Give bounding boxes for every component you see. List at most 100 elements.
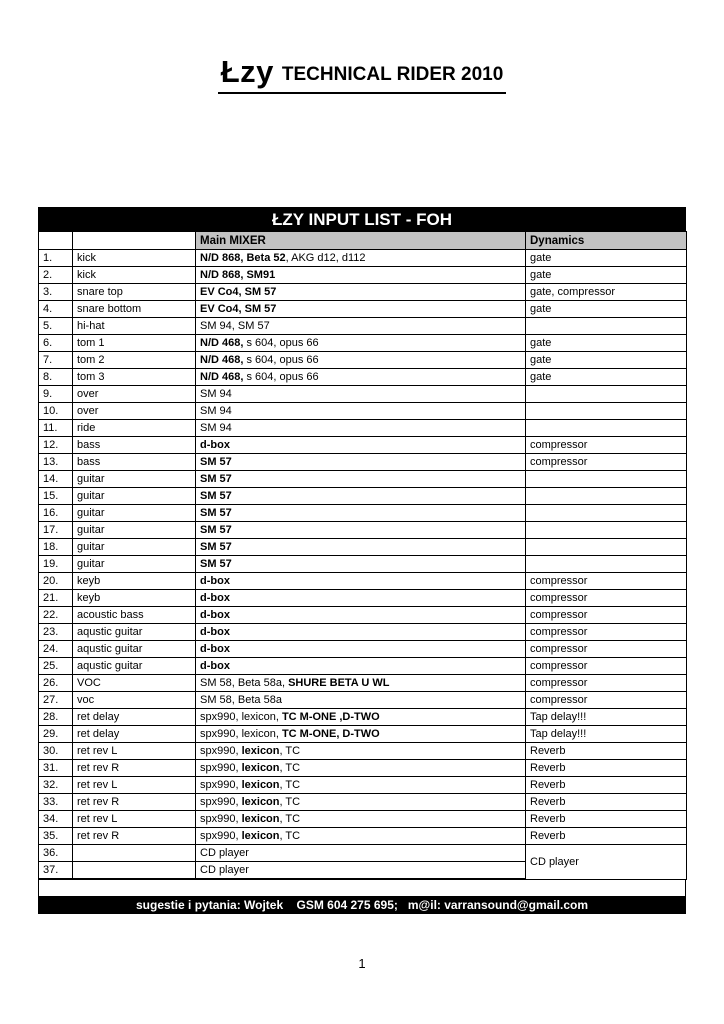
mixer-text-segment: SHURE BETA U WL xyxy=(288,677,390,689)
main-mixer-cell: d-box xyxy=(195,657,526,675)
instrument-cell: keyb xyxy=(72,572,196,590)
main-mixer-cell: d-box xyxy=(195,589,526,607)
mixer-text-segment: , TC xyxy=(279,779,301,791)
main-mixer-cell: SM 57 xyxy=(195,521,526,539)
instrument-cell: aqustic guitar xyxy=(72,657,196,675)
dynamics-cell xyxy=(525,470,687,488)
row-number: 27. xyxy=(38,691,73,709)
main-mixer-cell: spx990, lexicon, TC xyxy=(195,793,526,811)
instrument-cell: ret rev L xyxy=(72,776,196,794)
mixer-text-segment: EV Co4, SM 57 xyxy=(200,303,277,315)
instrument-cell: keyb xyxy=(72,589,196,607)
table-banner: ŁZY INPUT LIST - FOH xyxy=(38,207,686,231)
main-mixer-cell: SM 94 xyxy=(195,385,526,403)
row-number: 6. xyxy=(38,334,73,352)
main-mixer-cell: N/D 468, s 604, opus 66 xyxy=(195,351,526,369)
row-number: 11. xyxy=(38,419,73,437)
row-number: 12. xyxy=(38,436,73,454)
mixer-text-segment: lexicon xyxy=(241,813,280,825)
table-row: 6. tom 1 N/D 468, s 604, opus 66 gate xyxy=(38,334,687,352)
instrument-cell: ride xyxy=(72,419,196,437)
dynamics-cell: CD player xyxy=(525,844,687,880)
input-list-table: Main MIXER Dynamics 1. kick N/D 868, Beta … xyxy=(38,231,687,880)
contact-footer: sugestie i pytania: Wojtek GSM 604 275 6… xyxy=(38,897,686,914)
mixer-text-segment: N/D 868, Beta 52 xyxy=(200,252,286,264)
main-mixer-cell: SM 57 xyxy=(195,504,526,522)
table-row: 20. keyb d-box compressor xyxy=(38,572,687,590)
empty-row xyxy=(38,880,686,897)
instrument-cell: voc xyxy=(72,691,196,709)
mixer-text-segment: lexicon xyxy=(241,762,280,774)
dynamics-cell xyxy=(525,419,687,437)
document-title: Łzy TECHNICAL RIDER 2010 xyxy=(0,54,724,94)
table-row: 36. CD player CD player xyxy=(38,844,687,880)
dynamics-cell: gate xyxy=(525,249,687,267)
mixer-text-segment: s 604, opus 66 xyxy=(243,337,319,349)
header-instrument-cell xyxy=(72,231,196,250)
table-row: 16. guitar SM 57 xyxy=(38,504,687,522)
dynamics-cell: Reverb xyxy=(525,759,687,777)
dynamics-cell xyxy=(525,402,687,420)
row-number: 19. xyxy=(38,555,73,573)
main-mixer-cell: N/D 868, SM91 xyxy=(195,266,526,284)
table-row: 8. tom 3 N/D 468, s 604, opus 66 gate xyxy=(38,368,687,386)
mixer-text-segment: , TC xyxy=(279,796,301,808)
mixer-text-segment: , TC xyxy=(279,830,301,842)
title-text: TECHNICAL RIDER 2010 xyxy=(281,64,504,85)
table-row: 23. aqustic guitar d-box compressor xyxy=(38,623,687,641)
dynamics-cell: Reverb xyxy=(525,776,687,794)
main-mixer-cell: d-box xyxy=(195,606,526,624)
mixer-text-segment: s 604, opus 66 xyxy=(243,354,319,366)
main-mixer-cell: CD player xyxy=(195,844,526,862)
main-mixer-cell: d-box xyxy=(195,640,526,658)
instrument-cell: tom 2 xyxy=(72,351,196,369)
main-mixer-cell: spx990, lexicon, TC xyxy=(195,810,526,828)
instrument-cell: ret rev L xyxy=(72,742,196,760)
main-mixer-cell: SM 57 xyxy=(195,453,526,471)
row-number: 36. xyxy=(38,844,73,862)
instrument-cell: tom 3 xyxy=(72,368,196,386)
table-row: 9. over SM 94 xyxy=(38,385,687,403)
row-number: 3. xyxy=(38,283,73,301)
mixer-text-segment: SM 57 xyxy=(200,507,232,519)
mixer-text-segment: SM 57 xyxy=(200,541,232,553)
instrument-cell: ret rev R xyxy=(72,793,196,811)
mixer-text-segment: SM 94 xyxy=(200,388,232,400)
instrument-cell: bass xyxy=(72,436,196,454)
dynamics-cell xyxy=(525,504,687,522)
instrument-cell: guitar xyxy=(72,521,196,539)
main-mixer-cell: N/D 468, s 604, opus 66 xyxy=(195,334,526,352)
dynamics-cell: gate xyxy=(525,334,687,352)
main-mixer-cell: EV Co4, SM 57 xyxy=(195,300,526,318)
row-number: 16. xyxy=(38,504,73,522)
header-dynamics: Dynamics xyxy=(525,231,687,250)
instrument-cell: over xyxy=(72,385,196,403)
row-number: 9. xyxy=(38,385,73,403)
row-number: 7. xyxy=(38,351,73,369)
row-number: 8. xyxy=(38,368,73,386)
row-number: 25. xyxy=(38,657,73,675)
instrument-cell xyxy=(72,861,196,880)
mixer-text-segment: , AKG d12, d112 xyxy=(285,252,366,264)
dynamics-cell xyxy=(525,487,687,505)
mixer-text-segment: N/D 468, xyxy=(200,354,244,366)
row-number: 37. xyxy=(38,861,73,880)
table-row: 3. snare top EV Co4, SM 57 gate, compressor xyxy=(38,283,687,301)
band-name: Łzy xyxy=(220,54,274,89)
row-number: 33. xyxy=(38,793,73,811)
instrument-cell xyxy=(72,844,196,862)
mixer-text-segment: SM 57 xyxy=(200,558,232,570)
row-number: 14. xyxy=(38,470,73,488)
row-number: 1. xyxy=(38,249,73,267)
row-number: 26. xyxy=(38,674,73,692)
mixer-text-segment: spx990, xyxy=(200,745,242,757)
instrument-cell: guitar xyxy=(72,555,196,573)
instrument-cell: VOC xyxy=(72,674,196,692)
mixer-text-segment: , TC xyxy=(279,813,301,825)
row-number: 13. xyxy=(38,453,73,471)
row-number: 23. xyxy=(38,623,73,641)
table-row: 11. ride SM 94 xyxy=(38,419,687,437)
main-mixer-cell: d-box xyxy=(195,623,526,641)
